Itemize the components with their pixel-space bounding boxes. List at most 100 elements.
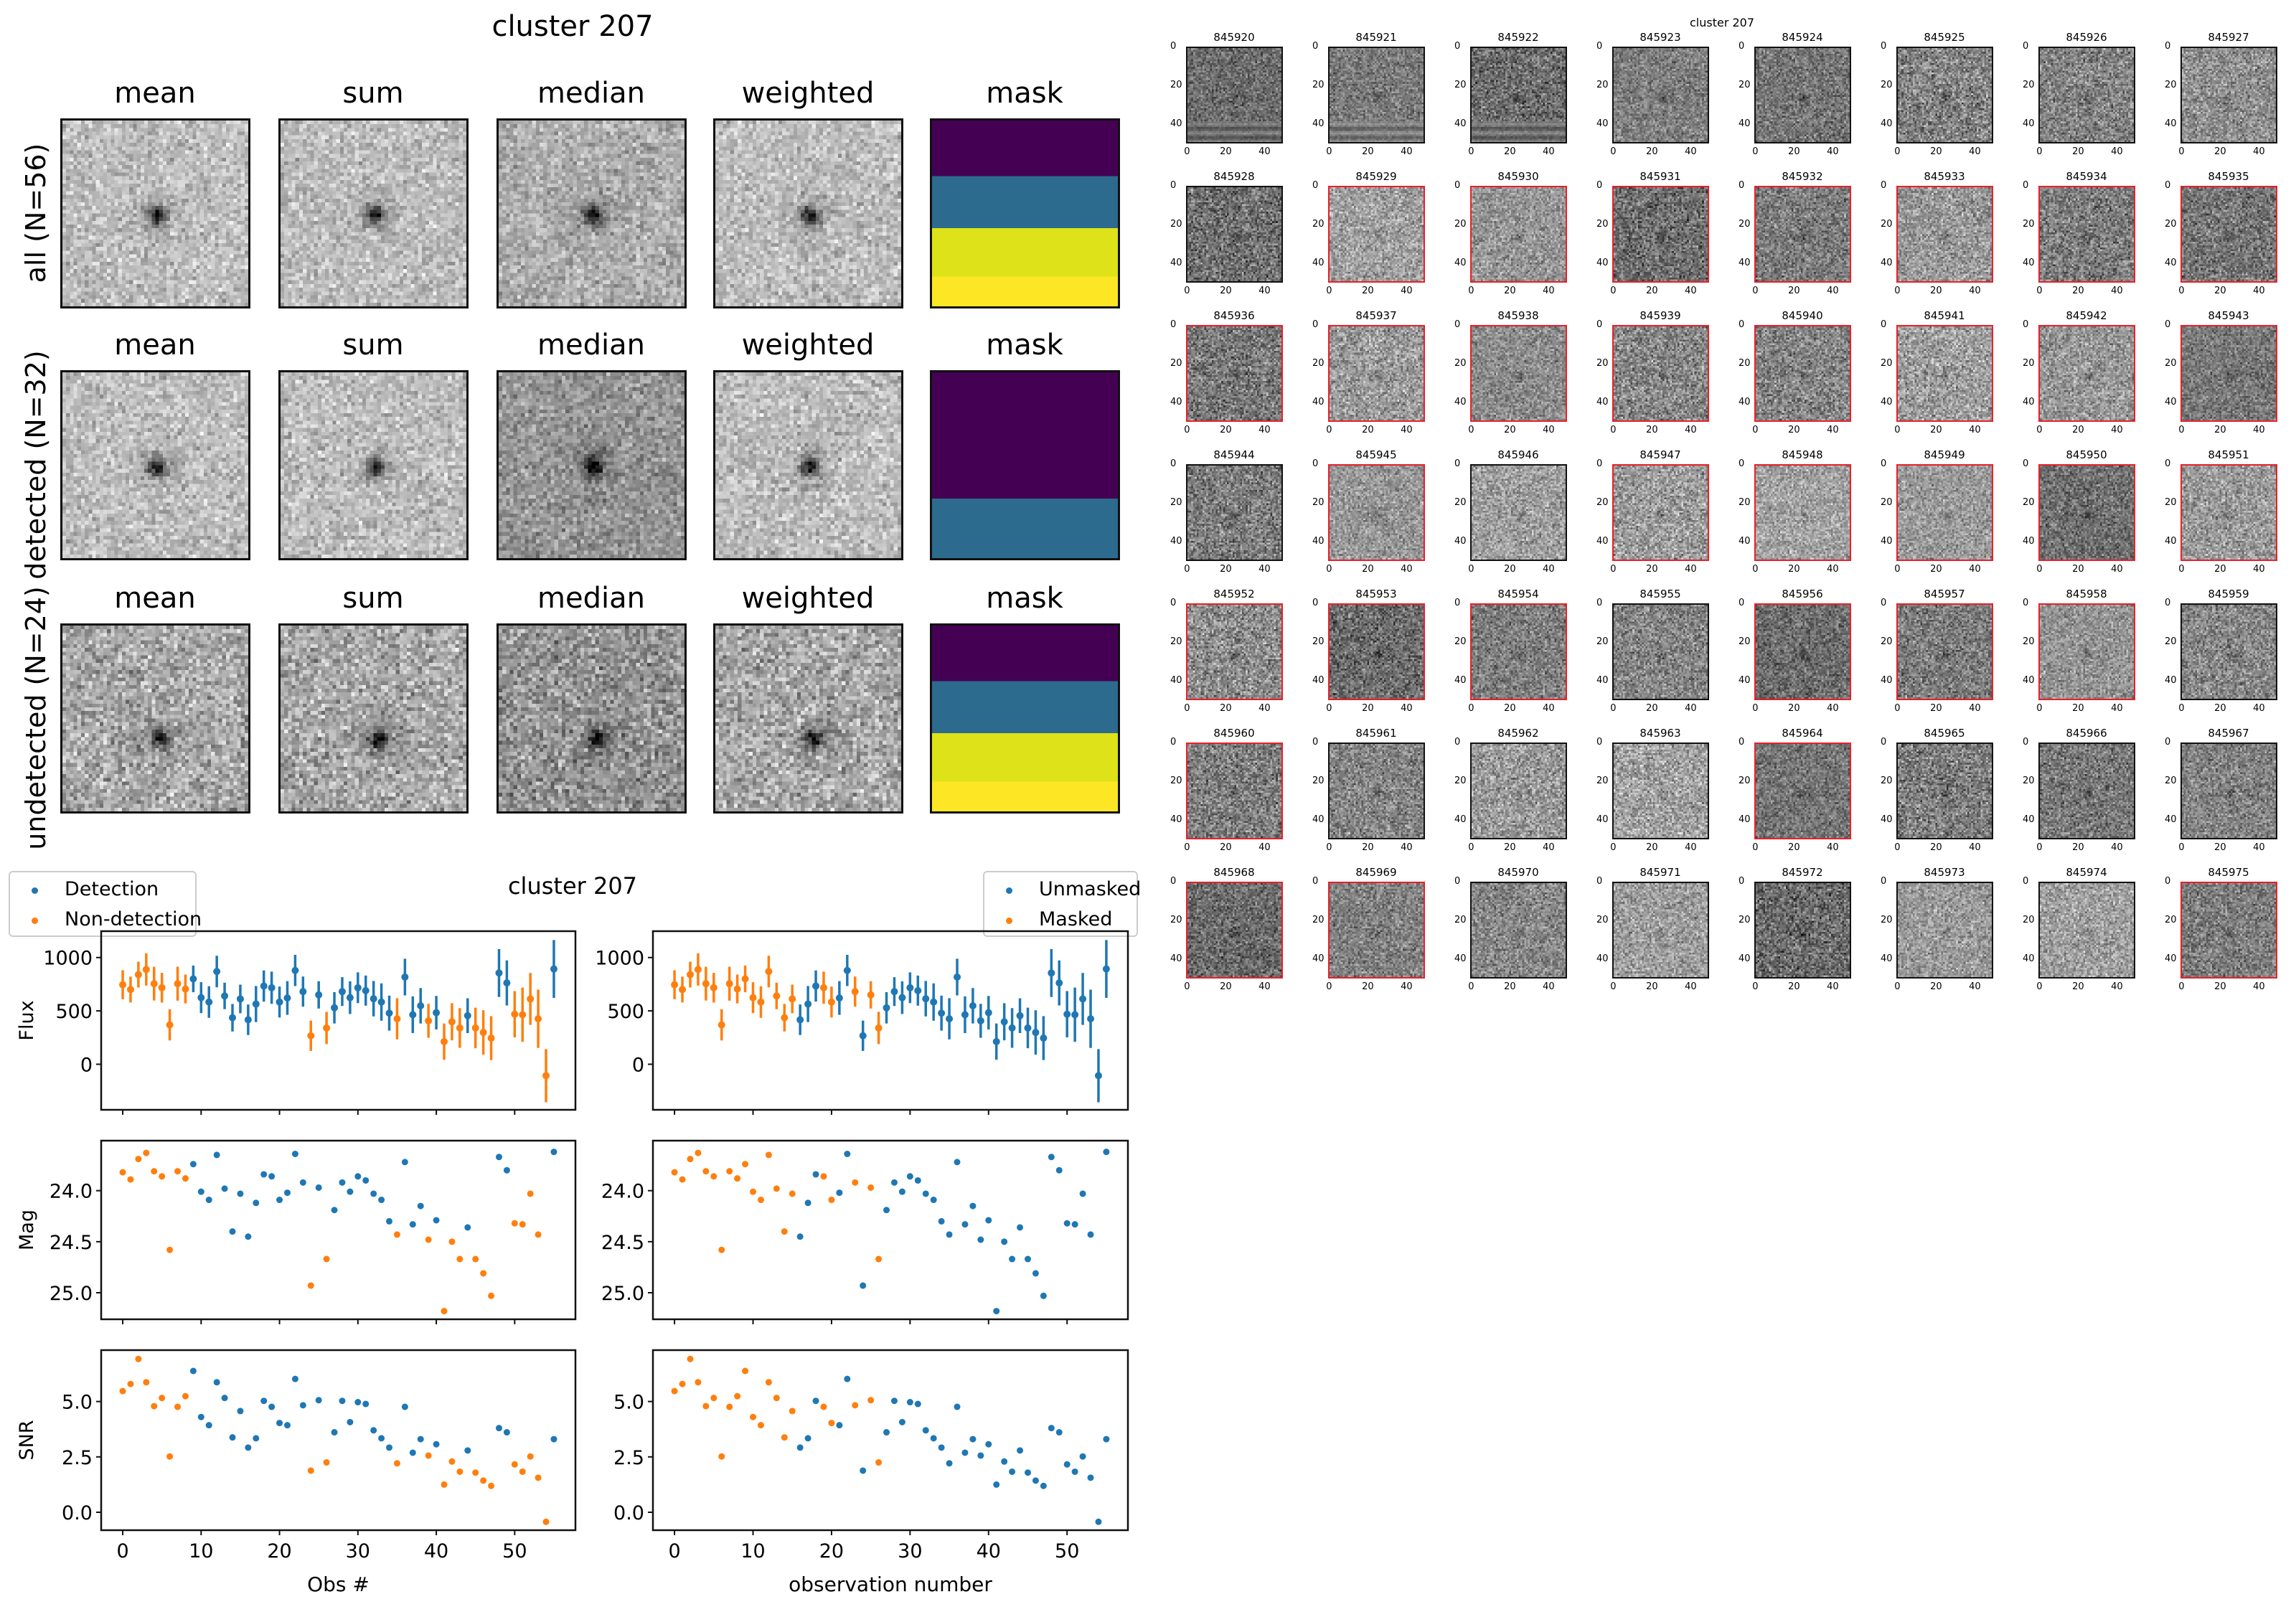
x-tick-label: 20 bbox=[2214, 146, 2226, 157]
y-tick-label: 20 bbox=[2165, 915, 2177, 926]
data-point bbox=[370, 995, 377, 1003]
panel-title-median: median bbox=[537, 77, 645, 110]
panel-title-mask: mask bbox=[986, 77, 1063, 110]
data-point bbox=[511, 1010, 519, 1018]
x-tick-label: 0 bbox=[1326, 286, 1332, 296]
data-point bbox=[860, 1282, 867, 1289]
data-point bbox=[252, 1000, 260, 1008]
data-point bbox=[347, 1188, 354, 1195]
panel-title-median: median bbox=[537, 329, 645, 362]
y-tick-label: 40 bbox=[1596, 397, 1609, 408]
y-tick-label: 20 bbox=[1170, 776, 1182, 787]
y-tick-label: 0 bbox=[632, 1054, 644, 1076]
y-tick-label: 20 bbox=[2023, 497, 2035, 509]
x-tick-label: 0 bbox=[2036, 286, 2043, 296]
data-point bbox=[189, 1161, 197, 1168]
x-tick-label: 20 bbox=[1646, 146, 1658, 157]
y-tick-label: 40 bbox=[1596, 814, 1609, 826]
thumbnail-image bbox=[1328, 186, 1425, 283]
data-point bbox=[993, 1481, 1000, 1488]
data-point bbox=[150, 980, 158, 988]
y-tick-label: 20 bbox=[1881, 497, 1893, 509]
y-tick-label: 40 bbox=[1881, 118, 1893, 130]
x-tick-label: 20 bbox=[1504, 564, 1516, 575]
thumbnail-image bbox=[1328, 464, 1425, 561]
y-tick-label: 20 bbox=[1454, 776, 1467, 787]
thumbnail-title: 845949 bbox=[1924, 448, 1965, 461]
data-point bbox=[503, 1166, 510, 1174]
data-point bbox=[867, 991, 875, 999]
data-point bbox=[827, 998, 835, 1006]
axes-frame bbox=[100, 1349, 577, 1532]
thumbnail-title: 845963 bbox=[1639, 727, 1681, 740]
data-point bbox=[961, 1011, 969, 1019]
stack-image-mean-detected bbox=[60, 370, 250, 560]
y-tick-label: 0 bbox=[1454, 458, 1461, 470]
data-point bbox=[385, 1009, 393, 1017]
thumbnail-title: 845941 bbox=[1924, 309, 1965, 322]
data-point bbox=[1055, 979, 1063, 987]
data-point bbox=[488, 1482, 495, 1489]
data-point bbox=[229, 1014, 237, 1022]
x-tick-label: 0 bbox=[1610, 146, 1617, 157]
axes-frame bbox=[100, 1139, 577, 1321]
x-tick-label: 0 bbox=[1752, 286, 1759, 296]
y-axis-label: Flux bbox=[16, 1000, 38, 1040]
x-tick-label: 50 bbox=[502, 1540, 527, 1562]
data-point bbox=[550, 1149, 557, 1156]
y-tick-label: 40 bbox=[1739, 118, 1751, 130]
data-point bbox=[750, 1188, 757, 1195]
thumbnail-image bbox=[1754, 603, 1851, 700]
y-tick-label: 0.0 bbox=[613, 1502, 644, 1524]
x-tick-label: 20 bbox=[1504, 981, 1516, 992]
thumbnail-title: 845958 bbox=[2066, 588, 2107, 600]
data-point bbox=[393, 1015, 401, 1023]
x-tick-label: 0 bbox=[1468, 146, 1474, 157]
y-tick-label: 20 bbox=[2165, 776, 2177, 787]
thumbnail-image bbox=[1754, 186, 1851, 283]
x-tick-label: 20 bbox=[2072, 703, 2084, 714]
y-tick-label: 20 bbox=[1454, 219, 1467, 230]
x-tick-label: 0 bbox=[1468, 286, 1474, 296]
y-tick-label: 5.0 bbox=[613, 1392, 644, 1414]
y-tick-label: 40 bbox=[1881, 258, 1893, 269]
x-tick-label: 0 bbox=[2178, 981, 2185, 992]
thumbnail-image bbox=[1186, 882, 1283, 979]
data-point bbox=[346, 994, 354, 1001]
data-point bbox=[550, 965, 557, 973]
panel-title-mean: mean bbox=[114, 77, 196, 110]
data-point bbox=[245, 1233, 252, 1240]
data-point bbox=[448, 1018, 456, 1026]
x-tick-label: 40 bbox=[1258, 146, 1271, 157]
x-tick-label: 0 bbox=[1326, 146, 1332, 157]
x-tick-label: 0 bbox=[1752, 981, 1759, 992]
data-point bbox=[1008, 1024, 1016, 1032]
axes-frame bbox=[651, 1139, 1129, 1321]
x-tick-label: 20 bbox=[1788, 842, 1800, 853]
data-point bbox=[781, 1014, 789, 1022]
x-tick-label: 0 bbox=[1184, 286, 1190, 296]
data-point bbox=[441, 1308, 448, 1315]
data-point bbox=[835, 994, 843, 1002]
x-tick-label: 20 bbox=[1362, 564, 1374, 575]
x-tick-label: 20 bbox=[2072, 146, 2084, 157]
data-point bbox=[189, 1367, 197, 1375]
x-tick-label: 20 bbox=[2072, 425, 2084, 435]
thumbnail-title: 845959 bbox=[2208, 588, 2249, 600]
x-tick-label: 0 bbox=[2036, 564, 2043, 575]
data-point bbox=[860, 1467, 867, 1474]
y-tick-label: 0 bbox=[2023, 41, 2029, 52]
data-point bbox=[260, 1397, 268, 1405]
data-point bbox=[487, 1034, 495, 1042]
panel-title-sum: sum bbox=[342, 77, 404, 110]
x-tick-label: 0 bbox=[1894, 703, 1901, 714]
data-point bbox=[796, 1444, 804, 1451]
data-point bbox=[417, 1202, 424, 1210]
y-tick-label: 40 bbox=[1881, 953, 1893, 965]
data-point bbox=[503, 1429, 510, 1436]
data-point bbox=[221, 1395, 228, 1402]
data-point bbox=[237, 1190, 244, 1197]
y-tick-label: 20 bbox=[2023, 358, 2035, 369]
data-point bbox=[378, 1197, 385, 1204]
y-tick-label: 20 bbox=[1312, 915, 1325, 926]
